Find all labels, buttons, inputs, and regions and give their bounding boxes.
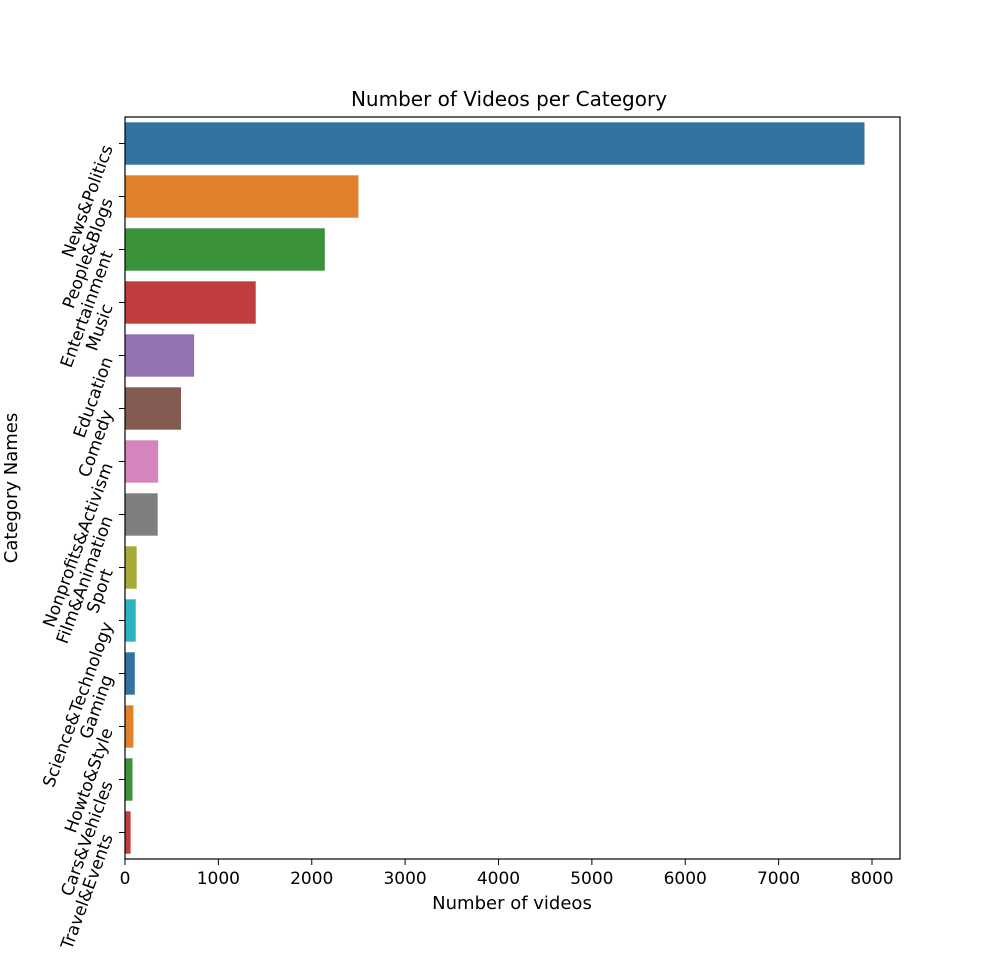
x-tick-label: 2000	[290, 869, 333, 889]
x-tick-label: 6000	[664, 869, 707, 889]
bar	[125, 440, 159, 483]
bar	[125, 705, 134, 748]
bars-group	[125, 122, 865, 854]
bar	[125, 228, 325, 271]
x-tick-label: 1000	[197, 869, 240, 889]
x-axis-label: Number of videos	[432, 893, 592, 914]
bar	[125, 334, 195, 377]
y-axis-label: Category Names	[1, 413, 22, 563]
bar	[125, 652, 135, 695]
bar	[125, 281, 256, 324]
x-axis: 0 1000 2000 3000 4000 5000 6000 7000 8000	[120, 859, 894, 889]
x-tick-label: 4000	[477, 869, 520, 889]
x-tick-label: 5000	[570, 869, 613, 889]
bar	[125, 175, 359, 218]
x-tick-label: 3000	[383, 869, 426, 889]
plot-frame	[124, 116, 901, 860]
bar	[125, 493, 158, 536]
bar	[125, 387, 182, 430]
chart-title: Number of Videos per Category	[351, 87, 667, 111]
bar	[125, 599, 136, 642]
x-tick-label: 0	[120, 869, 131, 889]
x-tick-label: 8000	[850, 869, 893, 889]
bar	[125, 122, 865, 165]
bar	[125, 758, 133, 801]
y-axis: News&PoliticsPeople&BlogsEntertainmentMu…	[39, 142, 125, 953]
x-tick-label: 7000	[757, 869, 800, 889]
bar	[125, 811, 131, 854]
bar	[125, 546, 137, 589]
